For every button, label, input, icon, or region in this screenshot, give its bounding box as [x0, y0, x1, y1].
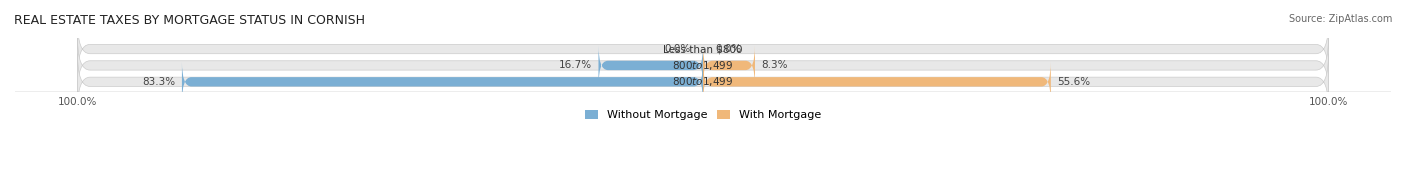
FancyBboxPatch shape	[77, 54, 1329, 110]
Text: 16.7%: 16.7%	[560, 60, 592, 70]
Text: Less than $800: Less than $800	[664, 44, 742, 54]
FancyBboxPatch shape	[703, 62, 1050, 102]
Text: 0.0%: 0.0%	[664, 44, 690, 54]
FancyBboxPatch shape	[181, 62, 703, 102]
Text: $800 to $1,499: $800 to $1,499	[672, 75, 734, 88]
FancyBboxPatch shape	[599, 45, 703, 85]
FancyBboxPatch shape	[77, 37, 1329, 94]
FancyBboxPatch shape	[703, 45, 755, 85]
Legend: Without Mortgage, With Mortgage: Without Mortgage, With Mortgage	[585, 110, 821, 121]
Text: Source: ZipAtlas.com: Source: ZipAtlas.com	[1288, 14, 1392, 24]
Text: $800 to $1,499: $800 to $1,499	[672, 59, 734, 72]
Text: 83.3%: 83.3%	[142, 77, 176, 87]
Text: 0.0%: 0.0%	[716, 44, 742, 54]
FancyBboxPatch shape	[77, 21, 1329, 77]
Text: REAL ESTATE TAXES BY MORTGAGE STATUS IN CORNISH: REAL ESTATE TAXES BY MORTGAGE STATUS IN …	[14, 14, 366, 27]
Text: 55.6%: 55.6%	[1057, 77, 1090, 87]
Text: 8.3%: 8.3%	[761, 60, 787, 70]
